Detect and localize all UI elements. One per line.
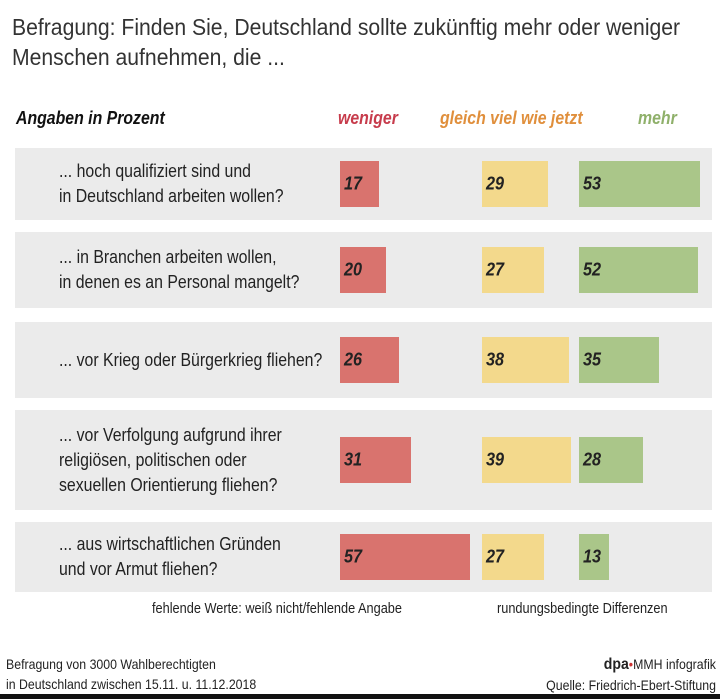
bar-mehr: 52 bbox=[579, 247, 698, 293]
data-label: 27 bbox=[486, 546, 505, 567]
chart-row: ... aus wirtschaftlichen Gründen und vor … bbox=[15, 522, 712, 592]
bar-mehr: 35 bbox=[579, 337, 659, 383]
survey-line-1: Befragung von 3000 Wahlberechtigten bbox=[6, 656, 216, 672]
question-line: ... vor Krieg oder Bürgerkrieg fliehen? bbox=[59, 349, 323, 370]
data-label: 28 bbox=[583, 449, 602, 470]
chart-title: Befragung: Finden Sie, Deutschland sollt… bbox=[12, 14, 681, 70]
bar-gleich: 38 bbox=[482, 337, 569, 383]
bar-mehr: 53 bbox=[579, 161, 700, 207]
question-line: ... in Branchen arbeiten wollen, bbox=[59, 247, 277, 267]
data-label: 35 bbox=[583, 349, 602, 370]
note-missing: fehlende Werte: weiß nicht/fehlende Anga… bbox=[152, 600, 402, 617]
chart-row: ... in Branchen arbeiten wollen, in denen… bbox=[15, 232, 712, 308]
data-label: 13 bbox=[583, 546, 602, 567]
data-label: 26 bbox=[344, 349, 363, 370]
question-line: religiösen, politischen oder bbox=[59, 449, 247, 470]
bar-mehr: 28 bbox=[579, 437, 643, 483]
survey-line-2: in Deutschland zwischen 15.11. u. 11.12.… bbox=[6, 676, 257, 692]
note-rounding: rundungsbedingte Differenzen bbox=[497, 600, 668, 617]
bar-weniger: 17 bbox=[340, 161, 379, 207]
question-line: ... aus wirtschaftlichen Gründen bbox=[59, 534, 281, 554]
unit-label: Angaben in Prozent bbox=[16, 108, 165, 128]
bottom-border bbox=[0, 694, 720, 699]
data-label: 52 bbox=[583, 259, 602, 280]
data-label: 39 bbox=[486, 449, 505, 470]
question-line: in Deutschland arbeiten wollen? bbox=[59, 186, 284, 206]
data-label: 29 bbox=[486, 173, 505, 194]
brand: dpa•MMH infografik bbox=[603, 656, 716, 673]
legend-mehr: mehr bbox=[638, 108, 677, 128]
question-label: ... in Branchen arbeiten wollen, in denen… bbox=[59, 245, 299, 295]
data-label: 27 bbox=[486, 259, 505, 280]
bar-mehr: 13 bbox=[579, 534, 609, 580]
data-label: 53 bbox=[583, 173, 602, 194]
bar-gleich: 29 bbox=[482, 161, 549, 207]
bar-gleich: 27 bbox=[482, 534, 544, 580]
question-label: ... aus wirtschaftlichen Gründen und vor … bbox=[59, 532, 281, 582]
legend-gleich: gleich viel wie jetzt bbox=[440, 108, 583, 128]
data-label: 31 bbox=[344, 449, 363, 470]
question-label: ... hoch qualifiziert sind und in Deutsch… bbox=[59, 159, 284, 209]
question-label: ... vor Verfolgung aufgrund ihrer religiö… bbox=[59, 423, 282, 498]
bar-weniger: 26 bbox=[340, 337, 400, 383]
question-line: in denen es an Personal mangelt? bbox=[59, 272, 300, 292]
question-line: sexuellen Orientierung fliehen? bbox=[59, 474, 278, 495]
chart-row: ... vor Krieg oder Bürgerkrieg fliehen? 2… bbox=[15, 322, 712, 398]
question-line: ... hoch qualifiziert sind und bbox=[59, 161, 251, 181]
data-label: 17 bbox=[344, 173, 363, 194]
source: Quelle: Friedrich-Ebert-Stiftung bbox=[546, 677, 716, 693]
bar-gleich: 39 bbox=[482, 437, 571, 483]
bar-weniger: 57 bbox=[340, 534, 470, 580]
credits: dpa•MMH infografik Quelle: Friedrich-Ebe… bbox=[546, 654, 716, 695]
question-line: ... vor Verfolgung aufgrund ihrer bbox=[59, 424, 282, 445]
legend-weniger: weniger bbox=[338, 108, 398, 128]
question-line: und vor Armut fliehen? bbox=[59, 559, 218, 579]
data-label: 57 bbox=[344, 546, 363, 567]
bar-gleich: 27 bbox=[482, 247, 544, 293]
chart-row: ... vor Verfolgung aufgrund ihrer religiö… bbox=[15, 410, 712, 510]
survey-info: Befragung von 3000 Wahlberechtigten in D… bbox=[6, 654, 256, 694]
question-label: ... vor Krieg oder Bürgerkrieg fliehen? bbox=[59, 348, 322, 373]
dpa-logo: dpa bbox=[603, 656, 629, 673]
bar-weniger: 31 bbox=[340, 437, 411, 483]
bar-weniger: 20 bbox=[340, 247, 386, 293]
brand-name: MMH infografik bbox=[633, 656, 716, 672]
chart-row: ... hoch qualifiziert sind und in Deutsch… bbox=[15, 148, 712, 220]
data-label: 20 bbox=[344, 259, 363, 280]
data-label: 38 bbox=[486, 349, 505, 370]
